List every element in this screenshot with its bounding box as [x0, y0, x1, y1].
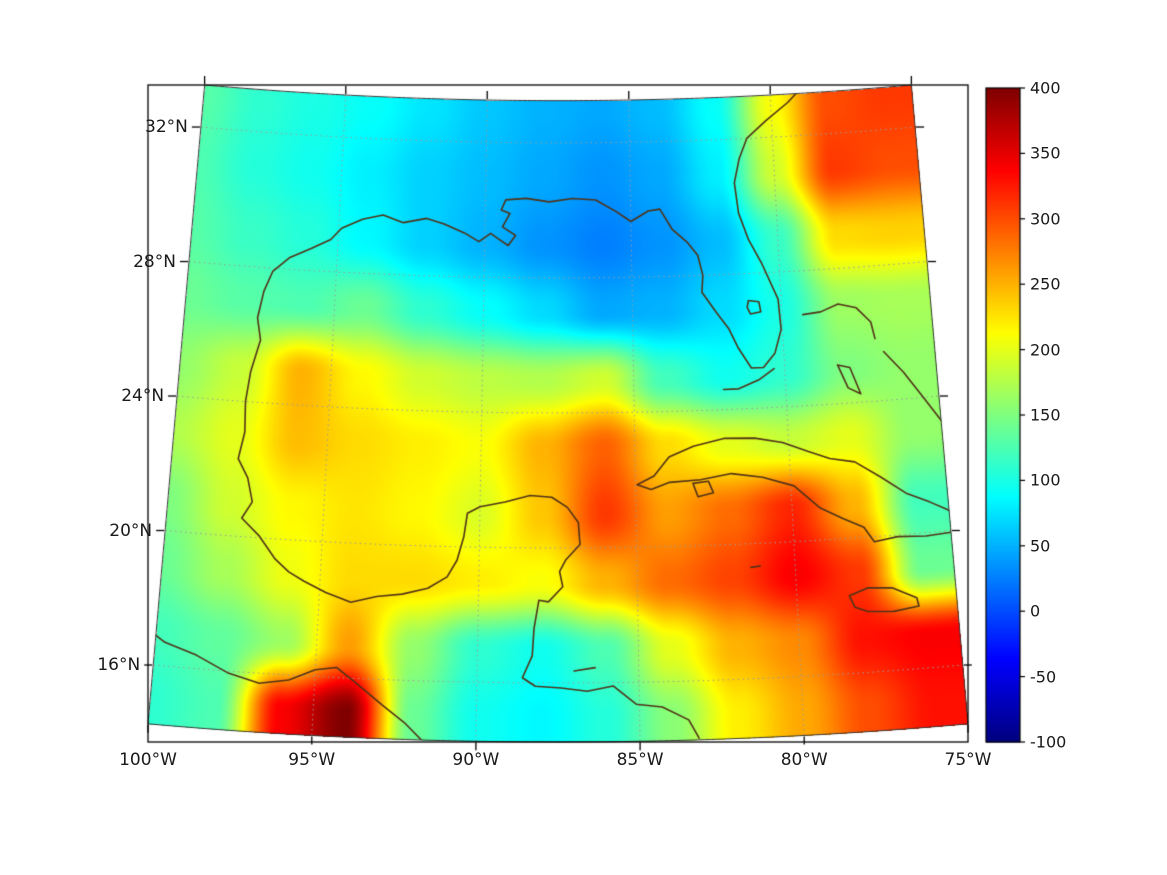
map-figure: 100°W 95°W 90°W 85°W 80°W 75°W 32°N 28°N 24°N 20°…	[0, 0, 1167, 875]
map-plot-canvas	[0, 0, 1167, 875]
